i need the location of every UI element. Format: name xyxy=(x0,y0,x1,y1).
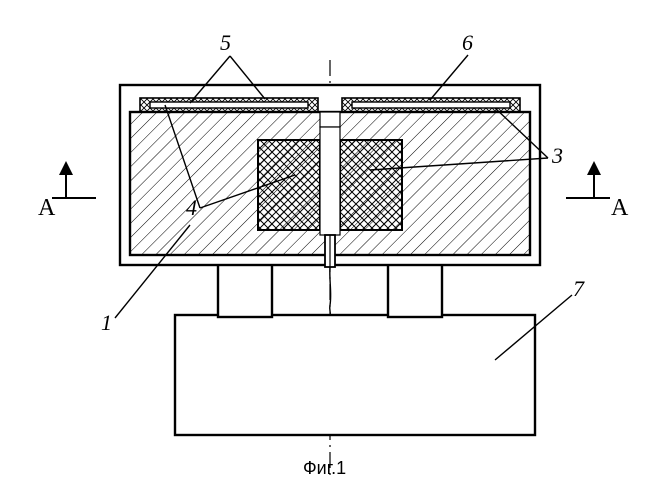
leg-left xyxy=(218,262,272,317)
inner-block-right xyxy=(340,140,402,230)
leg-right xyxy=(388,262,442,317)
label-6: 6 xyxy=(462,30,473,56)
center-channel xyxy=(320,127,340,235)
label-7: 7 xyxy=(573,276,584,302)
diagram-stage: { "caption": "Фиг.1", "caption_fontsize"… xyxy=(0,0,669,500)
figure-svg xyxy=(0,0,669,500)
label-3: 3 xyxy=(552,143,563,169)
label-A-left: A xyxy=(38,195,55,222)
base-block xyxy=(175,315,535,435)
label-4: 4 xyxy=(186,195,197,221)
label-5: 5 xyxy=(220,30,231,56)
label-A-right: A xyxy=(611,195,628,222)
label-1: 1 xyxy=(101,310,112,336)
figure-caption: Фиг.1 xyxy=(303,458,346,479)
section-arrow-right xyxy=(566,168,610,198)
topbar-right xyxy=(342,98,520,112)
body-center-gap xyxy=(320,112,340,127)
section-arrow-left xyxy=(52,168,96,198)
filament xyxy=(330,267,331,315)
